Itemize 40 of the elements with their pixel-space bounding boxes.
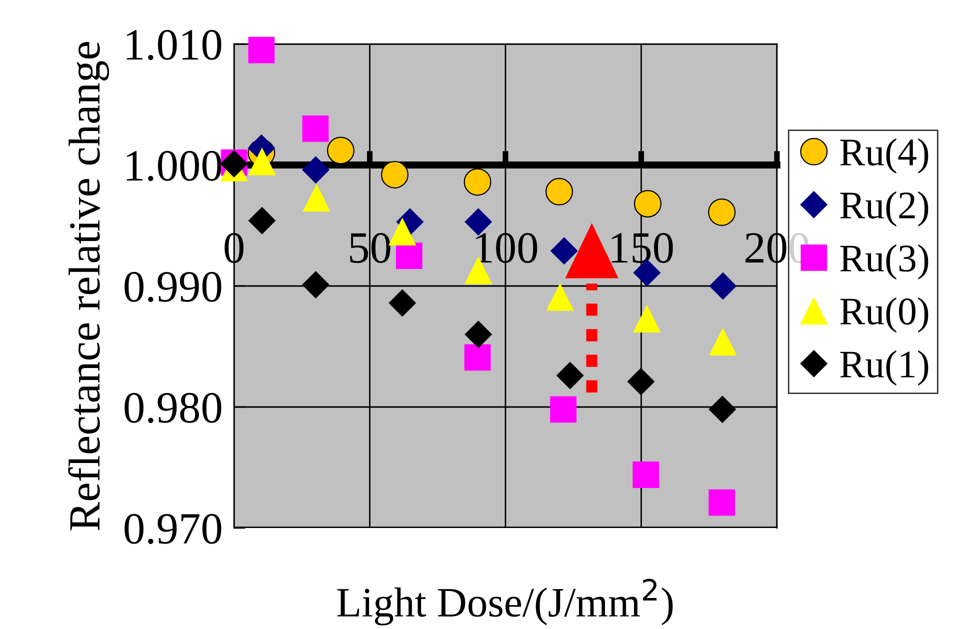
point [388, 289, 416, 317]
legend-label: Ru(4) [840, 138, 928, 174]
x-axis-title: Light Dose/(J/mm$^{2}$) [337, 578, 673, 626]
point [248, 36, 275, 64]
point [464, 344, 491, 371]
y-tick-label: 0.970 [124, 514, 222, 544]
y-tick-label: 1.000 [126, 150, 222, 182]
point [627, 368, 655, 396]
point [708, 396, 736, 424]
point [302, 271, 330, 299]
point [545, 178, 573, 206]
point [302, 184, 330, 212]
point [464, 320, 492, 348]
y-tick-label: 0.980 [124, 392, 222, 424]
point [550, 237, 578, 265]
point [248, 148, 276, 176]
point [546, 283, 574, 311]
point [709, 328, 737, 356]
point [302, 116, 329, 142]
point [556, 362, 584, 390]
legend-label: Ru(0) [840, 297, 928, 333]
point [380, 160, 408, 188]
y-tick-label: 0.990 [124, 272, 222, 302]
point [302, 156, 330, 184]
point [464, 168, 492, 196]
point [550, 396, 576, 423]
point [326, 136, 354, 164]
legend-label: Ru(2) [840, 191, 928, 227]
y-tick-label: 1.010 [126, 30, 222, 60]
point [633, 304, 661, 333]
point [708, 489, 736, 516]
point [632, 462, 660, 488]
legend-label: Ru(3) [840, 244, 928, 280]
point [634, 190, 662, 218]
legend-label: Ru(1) [840, 350, 928, 386]
point [708, 198, 736, 226]
point [709, 272, 737, 300]
y-axis-title: Reflectance relative change [68, 42, 110, 530]
point [248, 206, 276, 234]
point [396, 242, 422, 269]
